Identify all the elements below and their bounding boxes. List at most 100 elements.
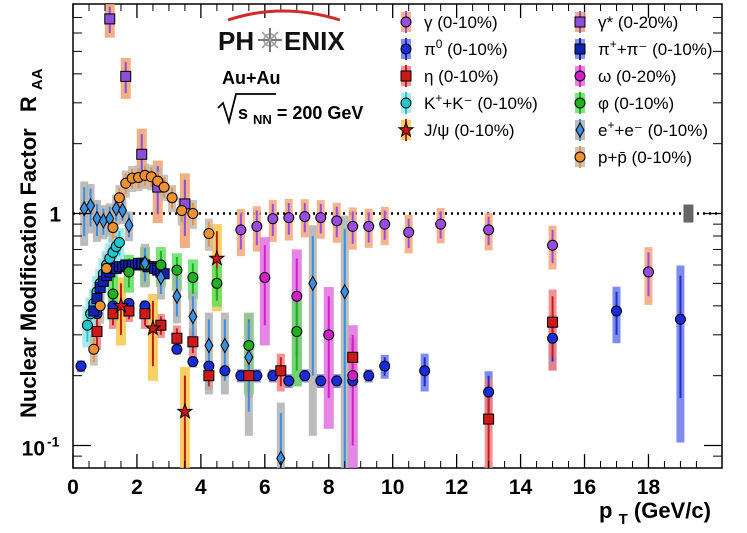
legend-label-rest: (0-10%) (442, 40, 507, 59)
marker-2-5 (171, 332, 183, 344)
x-tick-label: 2 (131, 476, 143, 499)
marker-10-15 (203, 228, 215, 240)
legend-label: e++e⁻ (0-10%) (598, 118, 708, 140)
marker-2-10 (347, 351, 359, 363)
marker-10-3 (107, 222, 119, 234)
marker-2-1 (107, 308, 119, 320)
legend-marker (400, 70, 412, 82)
marker-0-9 (379, 218, 391, 230)
legend-label: ω (0-20%) (598, 67, 676, 86)
marker-8-8 (291, 326, 303, 338)
legend-label: γ* (0-20%) (598, 13, 678, 32)
legend-marker (574, 43, 586, 55)
marker-0-8 (363, 220, 375, 232)
marker-0-10 (403, 226, 415, 238)
marker-1-24 (674, 313, 686, 325)
x-tick-label: 14 (509, 476, 533, 499)
marker-2-3 (139, 308, 151, 320)
legend-label-sup: + (435, 91, 442, 105)
marker-0-4 (299, 211, 311, 223)
marker-10-1 (94, 300, 106, 312)
legend-marker (574, 16, 586, 28)
marker-10-0 (88, 343, 100, 355)
legend-marker (400, 16, 412, 28)
marker-9-5 (111, 200, 121, 217)
legend-label-main: J/ψ (0-10%) (424, 121, 515, 140)
annotation-system: Au+Au (222, 68, 281, 88)
legend-marker (397, 120, 415, 138)
marker-0-11 (435, 218, 447, 230)
marker-7-0 (259, 271, 271, 283)
x-tick-label: 12 (445, 476, 468, 499)
legend-marker (400, 43, 412, 55)
x-tick-label: 0 (67, 476, 79, 499)
logo-text-right: ENIX (284, 26, 345, 56)
marker-8-7 (243, 339, 255, 351)
x-axis-title-unit: (GeV/c) (634, 498, 711, 523)
legend-label-main: e (598, 121, 607, 140)
marker-1-21 (483, 386, 495, 398)
marker-1-14 (299, 370, 311, 382)
sqrt-sign (217, 93, 276, 126)
x-axis-title-sub: T (619, 511, 628, 528)
y-tick-label-exponent: -1 (47, 434, 60, 450)
legend-label-main: ω (0-20%) (598, 67, 676, 86)
marker-1-0 (75, 360, 87, 372)
marker-2-8 (243, 370, 255, 382)
marker-8-5 (187, 271, 199, 283)
energy-s: s (238, 103, 248, 123)
marker-0-1 (251, 220, 263, 232)
marker-2-4 (155, 319, 167, 331)
marker-10-12 (166, 192, 178, 204)
marker-2-11 (483, 413, 495, 425)
marker-1-15 (315, 375, 327, 387)
marker-1-22 (547, 332, 559, 344)
marker-9-6 (117, 202, 128, 219)
marker-1-23 (610, 305, 622, 317)
marker-7-2 (323, 329, 335, 341)
legend-marker (574, 97, 586, 109)
marker-8-0 (107, 288, 119, 300)
marker-1-19 (379, 360, 391, 372)
logo-arc (227, 9, 341, 22)
legend-label: K++K⁻ (0-10%) (424, 91, 538, 113)
marker-8-4 (171, 264, 183, 276)
marker-9-10 (172, 288, 182, 305)
legend-marker (574, 151, 586, 163)
logo-sunburst-icon (258, 28, 282, 52)
legend-label-main: φ (0-10%) (598, 94, 674, 113)
marker-1-6 (171, 343, 183, 355)
marker-2-12 (547, 316, 559, 328)
legend-label-main: p+p̄ (0-10%) (598, 148, 692, 167)
x-tick-label: 16 (573, 476, 596, 499)
y-tick-label-tenth: 10 (22, 438, 45, 461)
marker-3-0 (81, 319, 93, 331)
marker-10-13 (176, 205, 188, 217)
legend-marker (574, 70, 586, 82)
x-tick-label: 10 (381, 476, 404, 499)
marker-9-12 (204, 337, 214, 354)
svg-text:Nuclear Modification Factor: Nuclear Modification Factor R AA (16, 68, 46, 418)
energy-value: = 200 GeV (277, 103, 364, 123)
y-axis-title-text: Nuclear Modification Factor (16, 128, 41, 418)
logo-text-left: PH (218, 26, 254, 56)
marker-10-2 (101, 262, 113, 274)
x-axis-title-p: p (599, 498, 612, 523)
marker-2-7 (203, 370, 215, 382)
marker-2-0 (91, 326, 103, 338)
x-axis-title: p T (GeV/c) (599, 498, 711, 529)
legend-label-main: η (0-10%) (424, 67, 499, 86)
legend-label-main: γ (0-10%) (424, 13, 498, 32)
legend-label: γ (0-10%) (424, 13, 498, 32)
marker-0-14 (642, 266, 654, 278)
energy-sub: NN (253, 112, 272, 127)
marker-9-1 (86, 197, 96, 214)
x-tick-label: 18 (637, 476, 661, 499)
marker-5-2 (136, 148, 148, 160)
marker-1-18 (363, 370, 375, 382)
marker-9-8 (140, 255, 150, 272)
marker-4-1 (144, 319, 162, 336)
y-tick-label-one: 1 (49, 204, 61, 227)
